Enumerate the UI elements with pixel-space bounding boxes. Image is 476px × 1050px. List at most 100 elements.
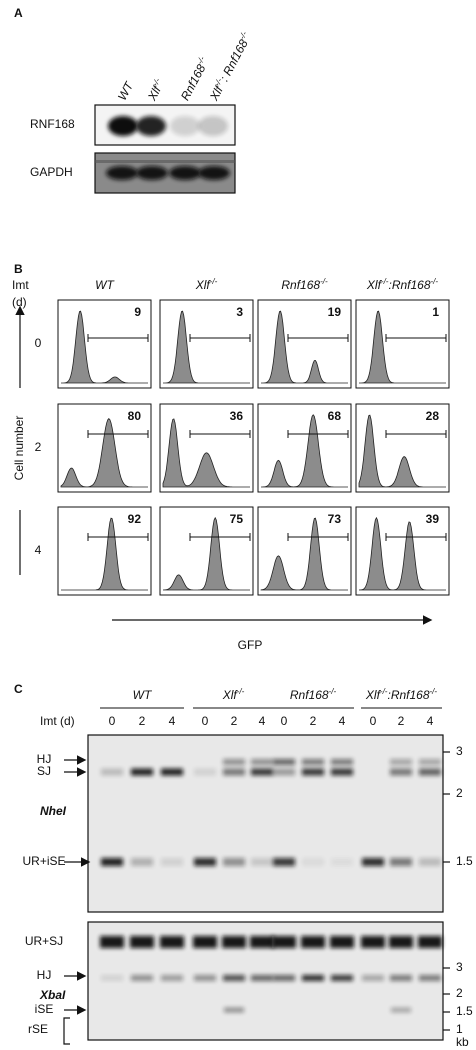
blot-band (95, 160, 235, 163)
genotype-superscript: -/- (210, 277, 218, 286)
blot-band (419, 975, 441, 981)
x-axis-label: GFP (238, 638, 263, 652)
genotype-header: Xlf-/-:Rnf168-/- (366, 277, 438, 293)
histogram (162, 418, 250, 488)
size-label: 2 (456, 986, 463, 1000)
genotype-header: Xlf-/- (222, 687, 245, 703)
genotype-superscript: -/- (320, 277, 328, 286)
blot-band (390, 759, 412, 765)
blot-band (251, 975, 273, 981)
imt-label: Imt (d) (40, 714, 75, 728)
blot-band (419, 759, 441, 765)
genotype-superscript: -/- (195, 54, 207, 65)
blot-band (331, 768, 353, 776)
blot-band (330, 936, 354, 948)
band-label: iSE (35, 1002, 54, 1016)
genotype-text: Xlf (366, 278, 383, 292)
lane-label: 2 (139, 714, 146, 728)
band-label: rSE (28, 1022, 48, 1036)
imt-label: Imt (12, 278, 29, 292)
blot-band (101, 858, 123, 866)
blot-band (302, 858, 324, 866)
histogram (61, 310, 148, 384)
gfp-percent: 1 (432, 305, 439, 319)
blot-label: RNF168 (30, 117, 75, 131)
blot-band (273, 759, 295, 765)
genotype-superscript: -/- (329, 687, 337, 696)
gfp-percent: 19 (328, 305, 342, 319)
blot-band (198, 166, 230, 180)
blot-band (251, 858, 273, 866)
gfp-percent: 39 (426, 512, 440, 526)
genotype-header: Rnf168-/- (281, 277, 328, 293)
genotype-label: Xlf-/- (143, 76, 167, 104)
blot-band (161, 768, 183, 776)
blot-band (302, 975, 324, 981)
genotype-header: Rnf168-/- (290, 687, 337, 703)
histogram (162, 516, 250, 591)
blot-band (390, 768, 412, 776)
genotype-text: :Rnf168 (388, 278, 430, 292)
blot-band (106, 166, 138, 180)
band-label: UR+SJ (25, 934, 63, 948)
histogram (61, 517, 148, 591)
imt-unit: (d) (12, 295, 27, 309)
gfp-percent: 75 (230, 512, 244, 526)
genotype-superscript: -/- (381, 277, 389, 286)
lane-label: 2 (398, 714, 405, 728)
histogram (359, 310, 446, 384)
lane-label: 4 (169, 714, 176, 728)
blot-band (223, 975, 245, 981)
blot-band (362, 975, 384, 981)
blot-band (170, 116, 200, 136)
histogram (260, 517, 348, 591)
panel-label: C (14, 682, 23, 696)
blot-band (131, 975, 153, 981)
blot-band (390, 975, 412, 981)
genotype-header: WT (133, 688, 153, 702)
blot-band (251, 768, 273, 776)
genotype-superscript: -/- (150, 76, 162, 87)
blot-band (194, 768, 216, 776)
genotype-label: Xlf-/-: Rnf168-/- (205, 30, 254, 104)
genotype-text: : Rnf168 (217, 37, 251, 84)
blot-band (273, 768, 295, 776)
blot-band (223, 768, 245, 776)
blot-band (169, 166, 201, 180)
genotype-text: WT (133, 688, 153, 702)
day-label: 0 (35, 336, 42, 350)
lane-label: 2 (231, 714, 238, 728)
size-label: 1.5 (456, 854, 473, 868)
day-label: 4 (35, 543, 42, 557)
genotype-text: Xlf (365, 688, 382, 702)
bracket (63, 1017, 70, 1045)
blot-band (222, 936, 246, 948)
size-label: 2 (456, 786, 463, 800)
genotype-header: WT (95, 278, 115, 292)
blot-band (251, 759, 273, 765)
blot-band (130, 936, 154, 948)
genotype-text: Rnf168 (281, 278, 320, 292)
blot-band (391, 1007, 411, 1013)
day-label: 2 (35, 440, 42, 454)
blot-band (331, 858, 353, 866)
lane-label: 0 (109, 714, 116, 728)
blot-band (101, 768, 123, 776)
genotype-header: Xlf-/-:Rnf168-/- (365, 687, 437, 703)
histogram (261, 414, 348, 488)
size-label: 3 (456, 960, 463, 974)
blot-band (224, 1007, 244, 1013)
blot-band (136, 166, 168, 180)
histogram (358, 516, 446, 591)
band-label: UR+iSE (22, 854, 65, 868)
blot-band (361, 936, 385, 948)
y-axis-label: Cell number (12, 416, 26, 481)
panel-label: B (14, 262, 23, 276)
band-label: SJ (37, 764, 51, 778)
blot-band (161, 858, 183, 866)
lane-label: 4 (259, 714, 266, 728)
genotype-superscript: -/- (431, 277, 439, 286)
lane-label: 4 (339, 714, 346, 728)
enzyme-label: NheI (40, 804, 67, 818)
